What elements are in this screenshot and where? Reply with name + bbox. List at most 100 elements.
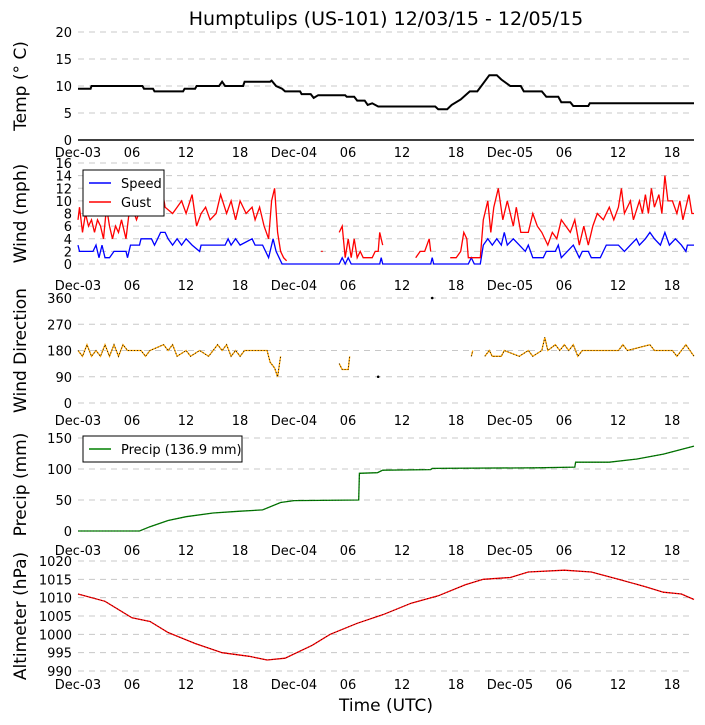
x-tick-label: Dec-05 — [487, 544, 533, 559]
y-tick-label: 150 — [47, 432, 72, 447]
y-tick-label: 1010 — [39, 592, 72, 607]
x-tick-label: Dec-04 — [271, 544, 317, 559]
x-tick-label: Dec-04 — [271, 279, 317, 294]
x-tick-label: 18 — [448, 544, 465, 559]
x-tick-label: 06 — [124, 414, 141, 429]
x-tick-label: 12 — [610, 544, 627, 559]
x-tick-label: 12 — [394, 678, 411, 693]
series-line-speed — [77, 230, 694, 266]
y-tick-label: 2 — [64, 245, 72, 260]
series-line-2 — [338, 356, 351, 371]
y-tick-label: 1020 — [39, 555, 72, 570]
y-tick-label: 0 — [64, 525, 72, 540]
x-tick-label: 12 — [610, 414, 627, 429]
legend-label: Gust — [121, 196, 151, 211]
x-tick-label: Dec-05 — [487, 146, 533, 161]
x-tick-label: Dec-03 — [55, 678, 101, 693]
x-tick-label: Dec-03 — [55, 146, 101, 161]
x-tick-label: 18 — [664, 146, 681, 161]
panel-2: 0 90 180 270 360 Dec-03 06 12 18 Dec-04 06 12 18 Dec-… — [11, 288, 695, 429]
y-axis-label: Wind Direction — [11, 288, 31, 413]
panel-0: 0 5 10 15 20 Dec-03 06 12 18 Dec-04 06 12 18 Dec-05 06… — [11, 26, 694, 161]
x-tick-label: Dec-04 — [271, 678, 317, 693]
y-tick-label: 10 — [55, 80, 72, 95]
x-tick-label: 12 — [178, 544, 195, 559]
x-tick-label: 06 — [340, 146, 357, 161]
x-tick-label: 18 — [232, 279, 249, 294]
y-tick-label: 1015 — [39, 573, 72, 588]
x-tick-label: 06 — [124, 678, 141, 693]
y-tick-label: 360 — [47, 292, 72, 307]
x-tick-label: 12 — [394, 146, 411, 161]
y-tick-label: 6 — [64, 220, 72, 235]
y-axis-label: Altimeter (hPa) — [11, 552, 31, 680]
x-tick-label: 06 — [340, 279, 357, 294]
series-line-2 — [484, 337, 695, 358]
x-tick-label: 12 — [394, 279, 411, 294]
x-tick-label: Dec-03 — [55, 544, 101, 559]
data-point — [376, 375, 380, 379]
series-line-gust — [450, 175, 694, 259]
x-tick-label: 18 — [664, 414, 681, 429]
y-tick-label: 180 — [47, 345, 72, 360]
x-tick-label: 12 — [610, 678, 627, 693]
y-tick-label: 16 — [55, 157, 72, 172]
x-tick-label: 06 — [340, 678, 357, 693]
data-point — [430, 296, 434, 300]
y-tick-label: 10 — [55, 195, 72, 210]
x-tick-label: 06 — [556, 678, 573, 693]
series-markers — [484, 337, 695, 358]
series-line-precip-136-9-mm- — [78, 445, 695, 532]
series-line-2 — [77, 342, 282, 378]
x-tick-label: Dec-05 — [487, 279, 533, 294]
x-tick-label: 06 — [124, 544, 141, 559]
y-tick-label: 990 — [47, 665, 72, 680]
x-tick-label: 18 — [664, 678, 681, 693]
series-line-gust — [338, 223, 384, 260]
series-line-gust — [77, 186, 288, 262]
series-markers — [77, 569, 695, 661]
x-tick-label: 12 — [178, 279, 195, 294]
x-tick-label: Dec-03 — [55, 279, 101, 294]
x-tick-label: 12 — [178, 146, 195, 161]
legend-label: Precip (136.9 mm) — [121, 443, 242, 458]
x-tick-label: 06 — [124, 146, 141, 161]
x-tick-label: 06 — [340, 544, 357, 559]
x-tick-label: Dec-05 — [487, 678, 533, 693]
x-tick-label: 18 — [232, 414, 249, 429]
legend: Speed Gust — [82, 169, 165, 217]
x-tick-label: 18 — [448, 414, 465, 429]
x-tick-label: 18 — [232, 146, 249, 161]
x-axis-label: Time (UTC) — [338, 696, 433, 716]
x-tick-label: 18 — [232, 544, 249, 559]
x-tick-label: 06 — [124, 279, 141, 294]
y-tick-label: 14 — [55, 170, 72, 185]
x-tick-label: 12 — [610, 279, 627, 294]
series-line-4 — [77, 569, 695, 661]
legend-label: Speed — [121, 177, 162, 192]
y-tick-label: 12 — [55, 182, 72, 197]
x-tick-label: 12 — [178, 414, 195, 429]
x-tick-label: 12 — [394, 414, 411, 429]
x-tick-label: 18 — [448, 279, 465, 294]
series-markers — [470, 350, 474, 357]
y-tick-label: 8 — [64, 208, 72, 223]
y-tick-label: 20 — [55, 26, 72, 41]
y-axis-label: Wind (mph) — [11, 164, 31, 264]
x-tick-label: 12 — [394, 544, 411, 559]
chart-title: Humptulips (US-101) 12/03/15 - 12/05/15 — [189, 8, 584, 30]
x-tick-label: Dec-03 — [55, 414, 101, 429]
series-markers — [77, 343, 281, 377]
y-tick-label: 0 — [64, 134, 72, 149]
x-tick-label: 06 — [556, 146, 573, 161]
panel-4: 990 995 1000 1005 1010 1015 1020 Dec-03 06 12 18 De… — [11, 552, 695, 693]
legend: Precip (136.9 mm) — [82, 435, 243, 463]
series-line-gust — [415, 238, 432, 259]
x-tick-label: 06 — [556, 414, 573, 429]
y-tick-label: 995 — [47, 647, 72, 662]
y-tick-label: 4 — [64, 233, 72, 248]
y-axis-label: Precip (mm) — [11, 433, 31, 537]
y-tick-label: 0 — [64, 397, 72, 412]
x-tick-label: Dec-05 — [487, 414, 533, 429]
